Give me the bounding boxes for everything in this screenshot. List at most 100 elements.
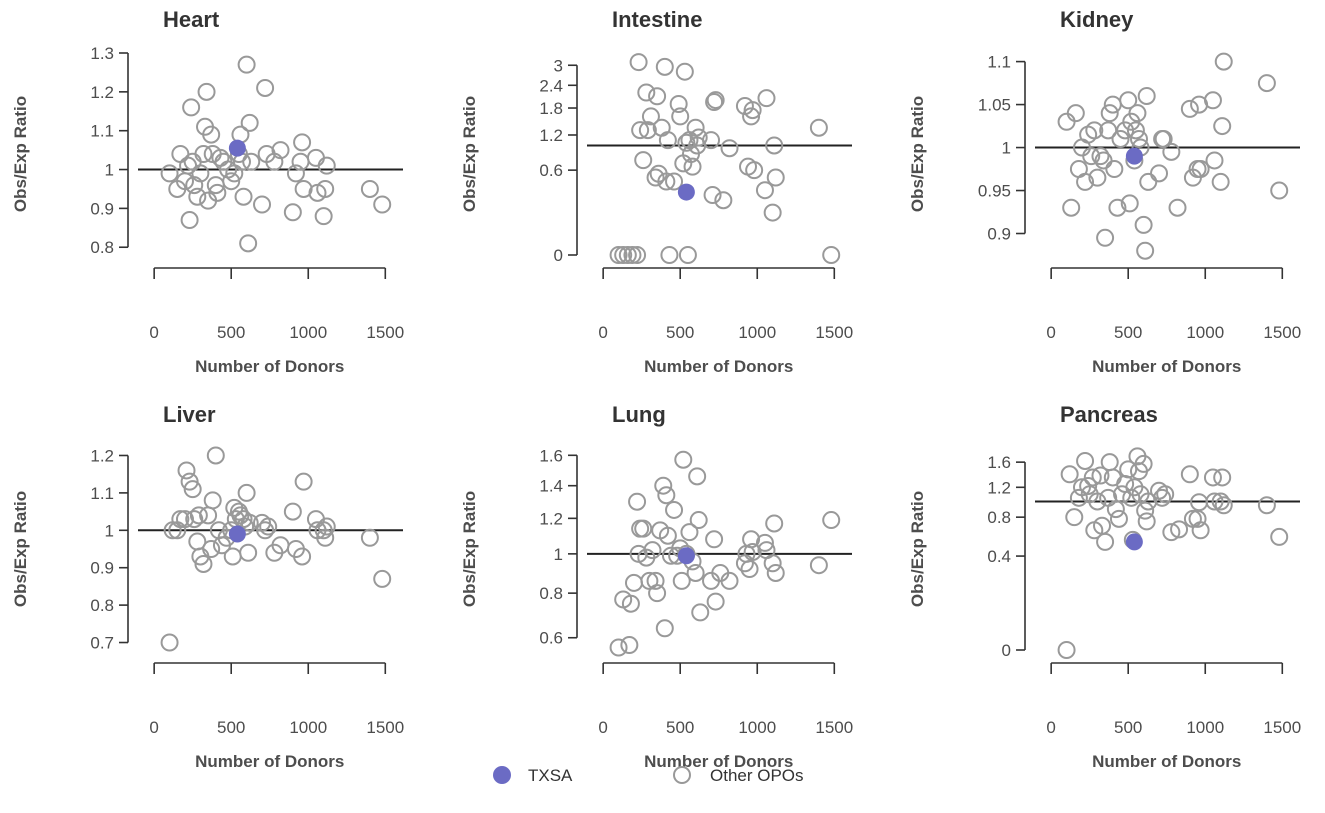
point-txsa-liver [228,525,246,543]
point-other-opo [755,533,774,552]
point-other-opo [720,571,739,590]
point-other-opo [809,118,828,137]
x-tick-label: 0 [598,718,607,737]
y-tick-label: 0.8 [90,238,114,257]
point-other-opo [1257,74,1276,93]
point-other-opo [256,78,275,97]
point-other-opo [194,145,213,163]
panel-intestine: Intestine 0 0.6 1.2 1.8 2.43 Obs/Exp Ratio 0 500… [460,7,853,376]
point-other-opo [703,185,722,204]
point-other-opo [223,547,242,566]
point-other-opo [1111,129,1130,148]
x-tick-label: 1500 [815,718,853,737]
x-tick-label: 1000 [1186,323,1224,342]
y-tick-label: 1.4 [539,477,563,496]
point-other-opo [634,519,653,538]
point-other-opo [648,87,667,106]
point-other-opo [643,541,662,560]
y-tick-label: 1.6 [987,453,1011,472]
point-other-opo [743,101,762,120]
point-other-opo [199,506,218,525]
point-other-opo [160,633,179,652]
x-tick-label: 1000 [738,323,776,342]
point-other-opo [197,82,216,101]
point-other-opo [360,179,379,198]
point-other-opo [1128,104,1147,123]
point-other-opo [185,510,204,529]
point-other-opo [1137,86,1156,105]
point-other-opo [1205,492,1224,511]
point-other-opo [675,62,694,81]
point-other-opo [677,133,696,152]
point-txsa-lung [677,547,695,565]
point-other-opo [1191,160,1210,179]
point-other-opo [1205,151,1224,170]
point-other-opo [745,161,764,180]
point-other-opo [614,246,633,264]
point-other-opo [1113,485,1132,504]
panel-lung: Lung 0.6 0.8 1 1.2 1.4 1.6 Obs/Exp Ratio 0 500 100… [460,402,853,771]
point-other-opo [1125,478,1144,497]
point-other-opo [1100,453,1119,472]
y-tick-label: 0.8 [987,508,1011,527]
point-other-opo [628,246,647,264]
point-other-opo [293,133,312,152]
point-other-opo [183,152,202,171]
point-other-opo [763,203,782,222]
point-other-opo [634,151,653,170]
x-tick-label: 1000 [289,323,327,342]
point-other-opo [189,506,208,525]
point-other-opo [316,528,335,547]
y-axis-label-intestine: Obs/Exp Ratio [460,96,479,212]
x-axis-label-intestine: Number of Donors [644,357,793,376]
point-other-opo [1203,91,1222,110]
point-other-opo [239,234,258,253]
point-other-opo [1119,91,1138,110]
x-tick-label: 0 [149,718,158,737]
point-other-opo [669,94,688,113]
point-other-opo [655,619,674,638]
point-other-opo [657,486,676,505]
point-other-opo [237,55,256,74]
y-axis-label-kidney: Obs/Exp Ratio [908,96,927,212]
point-other-opo [624,573,643,592]
point-other-opo [360,528,379,547]
y-tick-label: 1.1 [90,484,114,503]
point-other-opo [202,125,221,144]
point-other-opo [1162,142,1181,161]
point-other-opo [765,514,784,533]
point-other-opo [286,164,305,183]
panel-title-liver: Liver [163,402,216,427]
panel-title-lung: Lung [612,402,666,427]
x-tick-label: 0 [1046,718,1055,737]
point-other-opo [1203,468,1222,487]
point-other-opo [689,511,708,530]
x-tick-label: 0 [1046,323,1055,342]
y-tick-label: 0.6 [539,161,563,180]
legend-label-txsa: TXSA [528,766,573,785]
panel-pancreas: Pancreas 0 0.4 0.8 1.2 1.6 Obs/Exp Ratio 0 500 10… [908,402,1301,771]
panel-title-intestine: Intestine [612,7,702,32]
point-other-opo [1180,99,1199,118]
point-other-opo [180,211,199,230]
x-axis-label-pancreas: Number of Donors [1092,752,1241,771]
y-tick-label: 2.4 [539,76,563,95]
point-other-opo [674,450,693,469]
y-tick-label: 3 [554,56,563,75]
y-tick-label: 1.2 [539,126,563,145]
point-other-opo [1065,508,1084,527]
y-tick-label: 1.2 [539,509,563,528]
panel-title-pancreas: Pancreas [1060,402,1158,427]
point-other-opo [714,191,733,210]
y-axis-label-pancreas: Obs/Exp Ratio [908,491,927,607]
point-other-opo [1091,466,1110,485]
point-other-opo [1076,451,1095,470]
x-tick-label: 1500 [1263,718,1301,737]
point-other-opo [203,491,222,510]
point-other-opo [765,136,784,155]
point-other-opo [1096,532,1115,551]
point-other-opo [688,467,707,486]
x-axis-label-kidney: Number of Donors [1092,357,1241,376]
y-tick-label: 1.6 [539,446,563,465]
